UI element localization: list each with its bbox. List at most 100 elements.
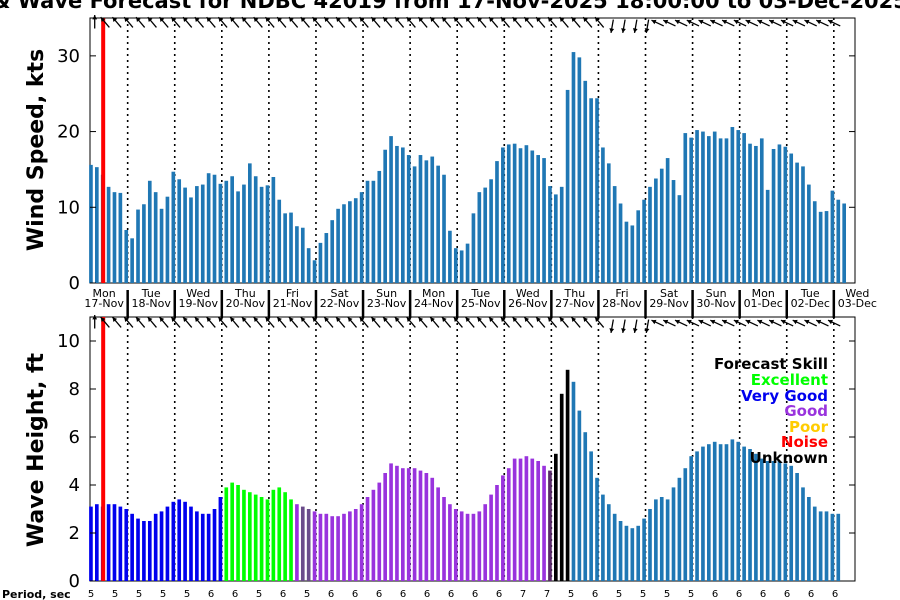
- bar: [159, 208, 164, 283]
- bar: [106, 504, 111, 581]
- direction-arrow-head: [218, 317, 224, 323]
- direction-arrow-head: [609, 328, 615, 333]
- period-value: 5: [568, 589, 574, 600]
- bar: [501, 475, 505, 581]
- bar: [406, 468, 411, 581]
- bar: [95, 167, 99, 283]
- bar: [200, 513, 205, 581]
- direction-arrow-head: [465, 17, 471, 23]
- bar: [418, 470, 423, 581]
- day-date: 21-Nov: [273, 297, 313, 310]
- direction-arrow-head: [489, 317, 494, 323]
- bar: [642, 518, 646, 581]
- period-value: 5: [136, 589, 142, 600]
- direction-arrow-head: [300, 317, 306, 323]
- bar: [147, 180, 152, 283]
- bar: [748, 143, 752, 283]
- day-of-week: Fri: [286, 287, 299, 300]
- bar: [677, 477, 682, 581]
- bar: [95, 504, 99, 581]
- bar: [830, 513, 835, 581]
- day-date: 24-Nov: [414, 297, 454, 310]
- bar: [283, 213, 287, 283]
- direction-arrow-head: [745, 319, 751, 325]
- period-value: 5: [184, 589, 190, 600]
- day-date: 28-Nov: [602, 297, 642, 310]
- legend-excellent: Excellent: [751, 371, 828, 389]
- bar: [159, 511, 164, 581]
- bar: [765, 189, 770, 283]
- period-value: 5: [304, 589, 310, 600]
- direction-arrow-head: [206, 17, 212, 23]
- period-value: 6: [376, 589, 382, 600]
- bar: [659, 497, 664, 581]
- day-of-week: Sun: [376, 287, 397, 300]
- bar: [630, 528, 635, 581]
- bar: [130, 238, 134, 283]
- bar: [571, 52, 576, 284]
- bar: [248, 492, 252, 581]
- bar: [736, 441, 741, 581]
- bar: [377, 482, 382, 581]
- bar: [783, 146, 788, 283]
- bar: [395, 145, 399, 283]
- bar: [471, 213, 476, 283]
- period-value: 7: [520, 589, 526, 600]
- bar: [448, 504, 452, 581]
- bar: [542, 158, 546, 283]
- wind-speed-panel: 0 10 20 30 Wind Speed, kts: [24, 15, 856, 294]
- bar: [136, 518, 140, 581]
- bar: [795, 473, 799, 581]
- period-value: 5: [88, 589, 94, 600]
- direction-arrow-head: [124, 17, 129, 23]
- wind-speed-bars: [89, 18, 846, 284]
- bar: [630, 225, 635, 283]
- bar: [153, 513, 158, 581]
- bar: [348, 511, 352, 581]
- bar: [318, 513, 323, 581]
- bar: [330, 220, 335, 283]
- direction-arrow-head: [394, 17, 400, 23]
- period-value: 5: [256, 589, 262, 600]
- bar: [765, 461, 770, 581]
- direction-arrow-head: [430, 17, 435, 23]
- bar: [218, 497, 223, 581]
- direction-arrow-head: [277, 317, 282, 323]
- direction-arrow-head: [675, 319, 681, 325]
- wave-ylabel: Wave Height, ft: [24, 352, 49, 547]
- bar: [724, 444, 729, 581]
- now-line: [101, 317, 106, 581]
- bar: [365, 180, 370, 283]
- bar: [383, 149, 387, 283]
- bar: [242, 184, 246, 283]
- day-of-week: Tue: [141, 287, 161, 300]
- day-of-week: Thu: [234, 287, 256, 300]
- direction-arrow-head: [112, 17, 118, 23]
- bar: [830, 190, 835, 283]
- bar: [412, 468, 417, 581]
- bar: [406, 155, 411, 283]
- bar: [618, 521, 623, 581]
- bar: [542, 465, 546, 581]
- bar: [459, 250, 464, 283]
- legend-very-good: Very Good: [741, 387, 828, 405]
- direction-arrow-head: [757, 19, 763, 25]
- bar: [430, 156, 435, 283]
- direction-arrow-head: [757, 319, 763, 325]
- wind-y-ticks: 0 10 20 30: [57, 46, 855, 294]
- bar: [212, 509, 217, 581]
- period-value: 6: [472, 589, 478, 600]
- bar: [495, 485, 499, 581]
- bar: [324, 233, 329, 283]
- direction-arrow-head: [524, 17, 530, 23]
- legend-poor: Poor: [789, 418, 829, 436]
- bar: [430, 477, 435, 581]
- bar: [189, 197, 193, 283]
- bar: [836, 199, 841, 283]
- bar: [842, 203, 846, 283]
- bar: [106, 186, 111, 283]
- bar: [601, 147, 605, 283]
- direction-arrow-head: [300, 17, 306, 23]
- bar: [183, 501, 187, 581]
- bar: [465, 513, 470, 581]
